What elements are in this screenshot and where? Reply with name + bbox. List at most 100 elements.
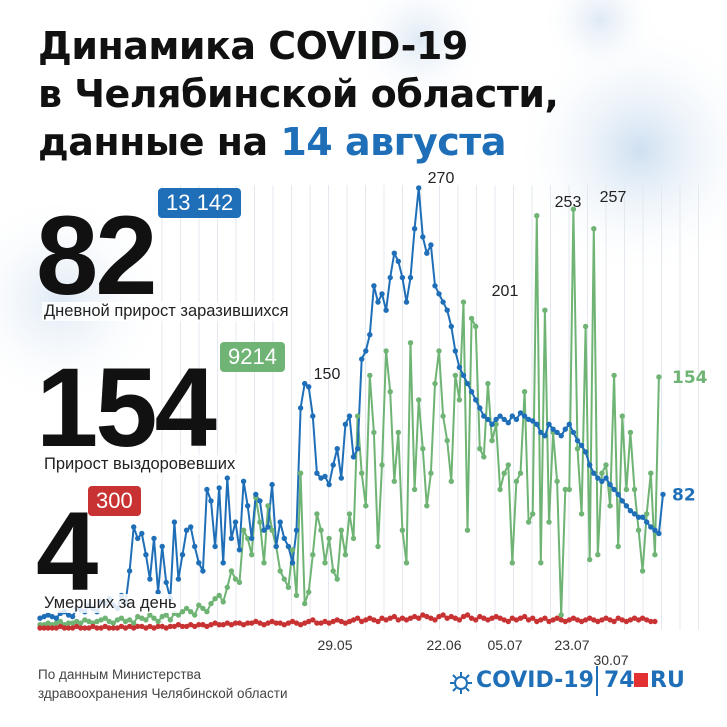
deaths-data-point — [375, 618, 381, 625]
recovered-data-point — [236, 579, 243, 586]
infected-data-point — [212, 543, 218, 550]
infected-data-point — [49, 613, 55, 620]
infected-data-point — [240, 478, 247, 484]
infected-data-point — [69, 613, 76, 620]
deaths-data-point — [648, 618, 654, 625]
infected-data-point — [249, 535, 255, 542]
deaths-data-point — [525, 617, 532, 623]
infected-data-point — [306, 384, 312, 390]
deaths-data-point — [501, 617, 507, 623]
deaths-data-point — [464, 612, 471, 618]
recovered-data-point — [78, 620, 84, 626]
chart-points — [37, 185, 666, 631]
recovered-data-point — [57, 618, 64, 625]
deaths-data-point — [383, 617, 389, 623]
infected-data-point — [354, 446, 361, 452]
deaths-data-point — [452, 615, 458, 621]
series-end-labels: 154 82 — [672, 368, 708, 505]
infected-data-point — [232, 519, 239, 525]
deaths-data-point — [285, 620, 292, 626]
infected-data-point — [521, 413, 528, 419]
x-tick-label: 30.07 — [593, 652, 628, 668]
deaths-data-point — [73, 623, 80, 630]
deaths-data-point — [204, 623, 210, 630]
infected-data-point — [269, 481, 275, 488]
recovered-data-point — [293, 592, 300, 599]
recovered-data-point — [432, 380, 438, 387]
recovered-data-point — [452, 372, 458, 379]
deaths-data-point — [485, 617, 491, 623]
deaths-data-point — [334, 617, 340, 623]
infected-data-point — [175, 576, 182, 582]
deaths-data-point — [297, 622, 304, 628]
recovered-data-point — [436, 348, 442, 354]
infected-data-point — [648, 524, 654, 530]
recovered-data-point — [558, 612, 564, 618]
infected-data-point — [188, 524, 194, 530]
deaths-data-point — [350, 617, 357, 623]
deaths-data-point — [61, 625, 68, 631]
deaths-data-point — [619, 617, 625, 623]
peak-value-label: 257 — [600, 189, 627, 206]
deaths-total-badge: 300 — [88, 486, 141, 516]
infected-data-point — [391, 250, 397, 256]
recovered-data-point — [147, 612, 153, 618]
recovered-data-point — [464, 527, 471, 533]
x-tick-label: 22.06 — [426, 637, 461, 653]
infected-data-point — [407, 274, 414, 281]
deaths-data-point — [228, 622, 235, 628]
recovered-data-point — [175, 612, 182, 618]
deaths-data-point — [179, 623, 186, 630]
recovered-data-point — [607, 503, 613, 509]
virus-blur-left — [0, 190, 170, 410]
infected-data-point — [126, 568, 133, 574]
deaths-data-point — [94, 625, 100, 631]
infected-data-point — [379, 291, 385, 297]
infected-data-point — [139, 530, 145, 537]
deaths-data-point — [240, 622, 247, 628]
infected-data-point — [611, 486, 617, 493]
recovered-data-point — [595, 552, 601, 558]
infected-data-point — [570, 429, 577, 436]
infected-data-point — [314, 470, 320, 476]
peak-value-label: 270 — [428, 170, 455, 187]
deaths-data-point — [521, 613, 528, 620]
recovered-data-point — [65, 620, 72, 626]
infected-data-point — [342, 421, 349, 427]
deaths-data-point — [155, 623, 161, 630]
deaths-data-point — [424, 613, 430, 620]
deaths-data-point — [513, 617, 520, 623]
infected-end-label: 82 — [672, 485, 696, 505]
deaths-data-point — [354, 615, 361, 621]
infected-data-point — [220, 560, 226, 566]
recovered-caption: Прирост выздоровевших — [42, 455, 238, 474]
deaths-data-point — [367, 615, 373, 621]
deaths-data-point — [106, 625, 112, 631]
recovered-data-point — [200, 605, 206, 612]
deaths-data-point — [326, 620, 332, 626]
deaths-data-point — [196, 622, 202, 628]
deaths-data-point — [167, 623, 173, 630]
recovered-data-point — [240, 527, 247, 533]
deaths-data-point — [245, 620, 251, 626]
recovered-data-point — [167, 617, 173, 623]
recovered-data-point — [501, 470, 507, 476]
brand-ru-text: RU — [650, 668, 685, 693]
infected-data-point — [468, 389, 475, 395]
recovered-data-point — [546, 519, 552, 525]
deaths-data-point — [135, 623, 141, 630]
deaths-data-point — [611, 618, 617, 625]
deaths-data-point — [49, 625, 55, 631]
deaths-data-point — [90, 623, 96, 630]
infected-data-point — [338, 475, 344, 481]
infected-data-point — [534, 421, 540, 427]
infected-data-point — [236, 547, 243, 553]
recovered-data-point — [534, 213, 540, 219]
infected-data-point — [350, 454, 357, 460]
deaths-data-point — [428, 615, 434, 621]
recovered-data-point — [228, 568, 235, 574]
deaths-data-point — [342, 620, 349, 626]
recovered-data-point — [517, 470, 524, 476]
recovered-data-point — [346, 511, 353, 517]
recovered-data-point — [216, 592, 222, 599]
